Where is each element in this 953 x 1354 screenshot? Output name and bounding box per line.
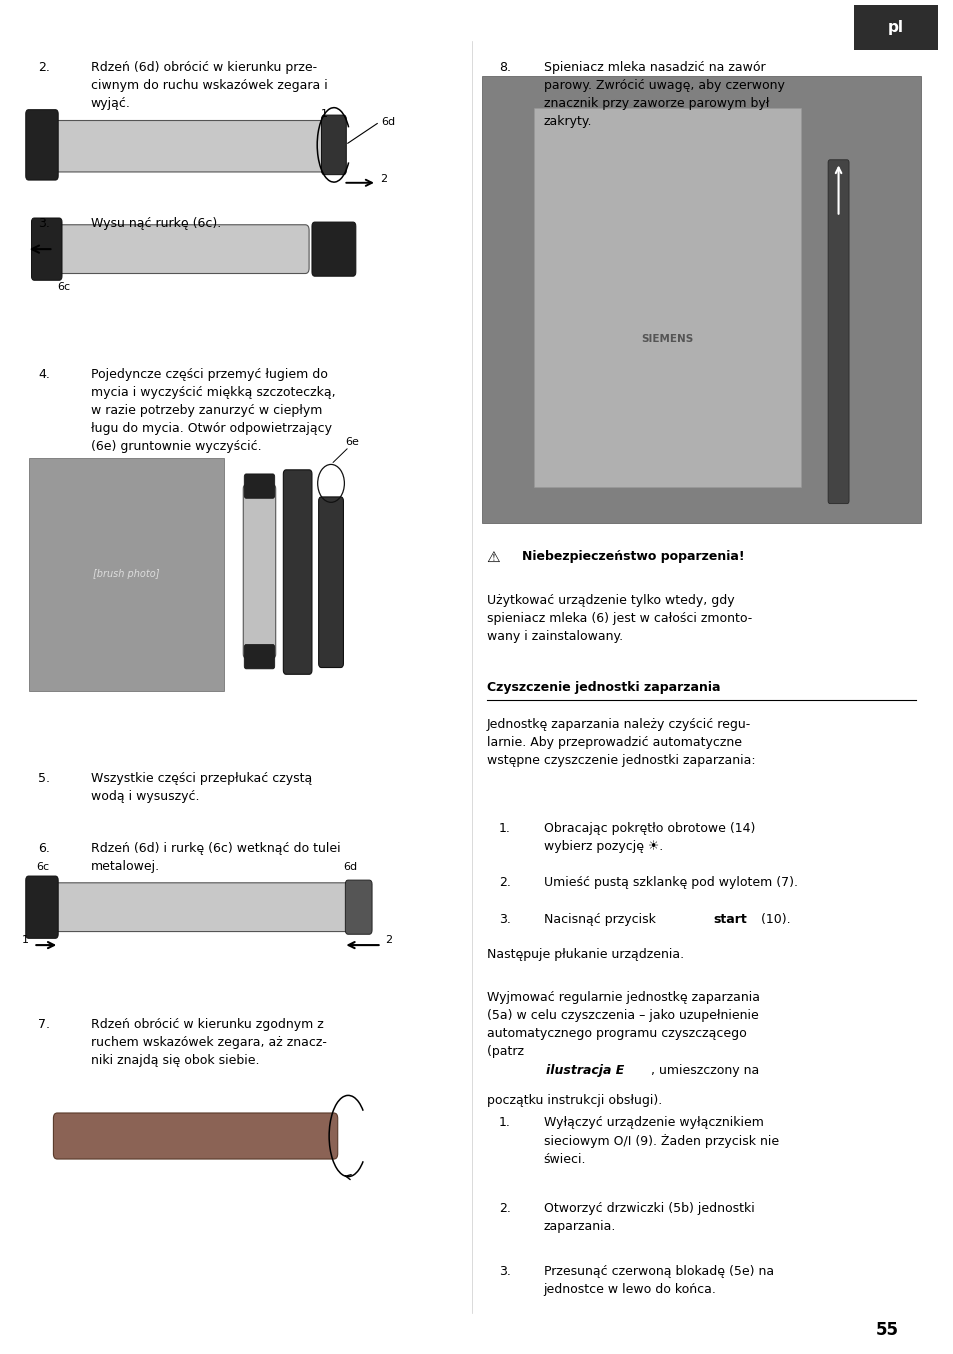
- Text: Niebezpieczeństwo poparzenia!: Niebezpieczeństwo poparzenia!: [521, 550, 743, 563]
- FancyBboxPatch shape: [481, 76, 920, 523]
- Text: Umieść pustą szklankę pod wylotem (7).: Umieść pustą szklankę pod wylotem (7).: [543, 876, 797, 890]
- FancyBboxPatch shape: [345, 880, 372, 934]
- FancyBboxPatch shape: [283, 470, 312, 674]
- Text: 1.: 1.: [498, 1116, 510, 1129]
- FancyBboxPatch shape: [534, 108, 801, 487]
- FancyBboxPatch shape: [853, 5, 937, 50]
- FancyBboxPatch shape: [49, 121, 328, 172]
- Text: 1: 1: [22, 934, 29, 945]
- Text: Wyłączyć urządzenie wyłącznikiem
sieciowym O/I (9). Żaden przycisk nie
świeci.: Wyłączyć urządzenie wyłącznikiem sieciow…: [543, 1116, 778, 1166]
- Text: Jednostkę zaparzania należy czyścić regu-
larnie. Aby przeprowadzić automatyczne: Jednostkę zaparzania należy czyścić regu…: [486, 718, 755, 766]
- Text: 4.: 4.: [38, 368, 50, 382]
- Text: Otworzyć drzwiczki (5b) jednostki
zaparzania.: Otworzyć drzwiczki (5b) jednostki zaparz…: [543, 1202, 754, 1233]
- FancyBboxPatch shape: [31, 218, 62, 280]
- Text: start: start: [713, 913, 746, 926]
- FancyBboxPatch shape: [53, 1113, 337, 1159]
- Text: 6e: 6e: [345, 437, 359, 447]
- Text: Obracając pokrętło obrotowe (14)
wybierz pozycję ☀.: Obracając pokrętło obrotowe (14) wybierz…: [543, 822, 755, 853]
- Text: 6.: 6.: [38, 842, 50, 856]
- Text: początku instrukcji obsługi).: początku instrukcji obsługi).: [486, 1094, 661, 1108]
- Text: 2: 2: [379, 173, 386, 184]
- FancyBboxPatch shape: [26, 110, 58, 180]
- FancyBboxPatch shape: [244, 645, 274, 669]
- FancyBboxPatch shape: [53, 225, 309, 274]
- FancyBboxPatch shape: [49, 883, 352, 932]
- Text: 3.: 3.: [38, 217, 50, 230]
- Text: Pojedyncze części przemyć ługiem do
mycia i wyczyścić miękką szczoteczką,
w razi: Pojedyncze części przemyć ługiem do myci…: [91, 368, 335, 454]
- Text: 6d: 6d: [343, 862, 357, 872]
- Text: Czyszczenie jednostki zaparzania: Czyszczenie jednostki zaparzania: [486, 681, 720, 695]
- Text: 1: 1: [320, 110, 328, 119]
- Text: 55: 55: [875, 1320, 898, 1339]
- Text: 6c: 6c: [36, 862, 50, 872]
- Text: ⚠: ⚠: [486, 550, 499, 565]
- Text: 8.: 8.: [498, 61, 511, 74]
- Text: 3.: 3.: [498, 1265, 510, 1278]
- FancyBboxPatch shape: [318, 497, 343, 668]
- Text: 2.: 2.: [498, 876, 510, 890]
- Text: 1.: 1.: [498, 822, 510, 835]
- FancyBboxPatch shape: [243, 485, 275, 658]
- Text: Wysu nąć rurkę (6c).: Wysu nąć rurkę (6c).: [91, 217, 221, 230]
- Text: Następuje płukanie urządzenia.: Następuje płukanie urządzenia.: [486, 948, 683, 961]
- FancyBboxPatch shape: [244, 474, 274, 498]
- Text: Rdzeń (6d) i rurkę (6c) wetknąć do tulei
metalowej.: Rdzeń (6d) i rurkę (6c) wetknąć do tulei…: [91, 842, 340, 873]
- Text: [brush photo]: [brush photo]: [92, 569, 159, 580]
- Text: 6d: 6d: [381, 116, 395, 127]
- FancyBboxPatch shape: [26, 876, 58, 938]
- FancyBboxPatch shape: [312, 222, 355, 276]
- Text: 2.: 2.: [498, 1202, 510, 1216]
- Text: Nacisnąć przycisk: Nacisnąć przycisk: [543, 913, 659, 926]
- Text: 3.: 3.: [498, 913, 510, 926]
- Text: 2.: 2.: [38, 61, 50, 74]
- Text: , umieszczony na: , umieszczony na: [650, 1064, 758, 1078]
- Text: Rdzeń (6d) obrócić w kierunku prze-
ciwnym do ruchu wskazówek zegara i
wyjąć.: Rdzeń (6d) obrócić w kierunku prze- ciwn…: [91, 61, 327, 110]
- Text: Wyjmować regularnie jednostkę zaparzania
(5a) w celu czyszczenia – jako uzupełni: Wyjmować regularnie jednostkę zaparzania…: [486, 991, 759, 1057]
- FancyBboxPatch shape: [827, 160, 848, 504]
- Text: Wszystkie części przepłukać czystą
wodą i wysuszyć.: Wszystkie części przepłukać czystą wodą …: [91, 772, 312, 803]
- Text: ilustracja E: ilustracja E: [545, 1064, 623, 1078]
- Text: 5.: 5.: [38, 772, 51, 785]
- Text: 7.: 7.: [38, 1018, 51, 1032]
- Text: Rdzeń obrócić w kierunku zgodnym z
ruchem wskazówek zegara, aż znacz-
niki znajd: Rdzeń obrócić w kierunku zgodnym z ruche…: [91, 1018, 326, 1067]
- Text: Użytkować urządzenie tylko wtedy, gdy
spieniacz mleka (6) jest w całości zmonto-: Użytkować urządzenie tylko wtedy, gdy sp…: [486, 594, 751, 643]
- Text: (10).: (10).: [757, 913, 790, 926]
- FancyBboxPatch shape: [321, 115, 346, 175]
- FancyBboxPatch shape: [29, 458, 224, 691]
- Text: 6c: 6c: [57, 282, 71, 291]
- Text: pl: pl: [887, 20, 902, 35]
- Text: 2: 2: [385, 934, 392, 945]
- Text: Przesunąć czerwoną blokadę (5e) na
jednostce w lewo do końca.: Przesunąć czerwoną blokadę (5e) na jedno…: [543, 1265, 773, 1296]
- Text: SIEMENS: SIEMENS: [641, 333, 693, 344]
- Text: Spieniacz mleka nasadzić na zawór
parowy. Zwrócić uwagę, aby czerwony
znacznik p: Spieniacz mleka nasadzić na zawór parowy…: [543, 61, 783, 127]
